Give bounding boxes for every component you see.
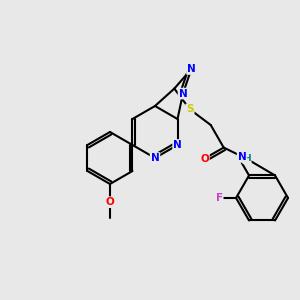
Text: N: N (173, 140, 182, 150)
Text: H: H (243, 154, 251, 164)
Text: F: F (216, 193, 223, 203)
Text: N: N (187, 64, 196, 74)
Text: O: O (200, 154, 209, 164)
Text: N: N (151, 153, 159, 163)
Text: N: N (178, 88, 187, 99)
Text: N: N (238, 152, 246, 162)
Text: S: S (186, 104, 194, 114)
Text: O: O (106, 197, 114, 207)
